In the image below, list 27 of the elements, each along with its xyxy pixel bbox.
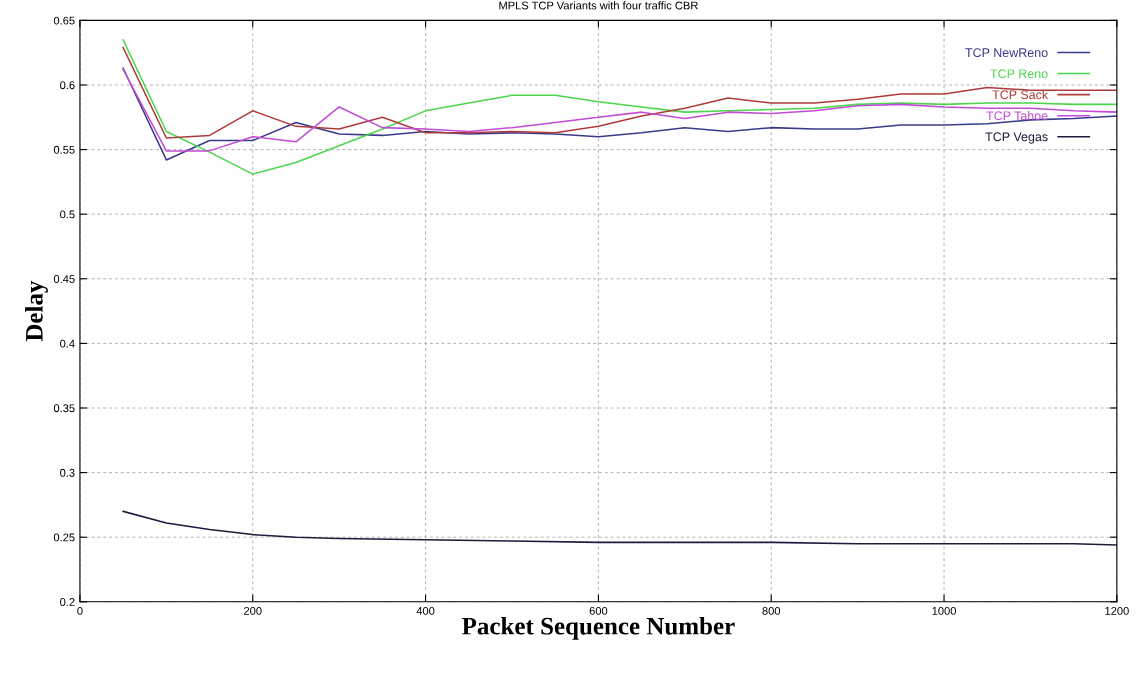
- y-tick-label: 0.25: [53, 533, 75, 542]
- x-tick-label: 0: [77, 606, 83, 615]
- legend-label: TCP Reno: [990, 69, 1048, 79]
- y-tick-label: 0.65: [53, 16, 75, 25]
- x-tick-label: 600: [589, 606, 608, 615]
- x-axis-title: Packet Sequence Number: [462, 617, 735, 640]
- line-series: [122, 39, 1117, 175]
- y-tick-label: 0.6: [60, 81, 75, 90]
- y-tick-label: 0.35: [53, 404, 75, 413]
- x-tick-label: 800: [762, 606, 781, 615]
- chart-title: MPLS TCP Variants with four traffic CBR: [499, 1, 698, 10]
- legend-label: TCP Sack: [992, 89, 1049, 100]
- y-tick-label: 0.3: [60, 468, 75, 477]
- y-tick-label: 0.55: [53, 145, 75, 154]
- x-tick-label: 400: [416, 606, 435, 615]
- x-tick-label: 1000: [932, 606, 956, 615]
- line-series: [122, 510, 1117, 546]
- x-tick-label: 1200: [1105, 606, 1129, 615]
- legend-label: TCP NewReno: [965, 48, 1048, 58]
- legend-label: TCP Tahoe: [986, 110, 1048, 121]
- y-tick-label: 0.2: [60, 598, 75, 606]
- y-axis-title: Delay: [25, 280, 48, 342]
- x-tick-label: 200: [244, 606, 262, 615]
- y-tick-label: 0.45: [53, 275, 75, 283]
- y-tick-label: 0.4: [60, 339, 75, 348]
- legend-label: TCP Vegas: [985, 132, 1048, 144]
- y-tick-label: 0.5: [60, 210, 75, 219]
